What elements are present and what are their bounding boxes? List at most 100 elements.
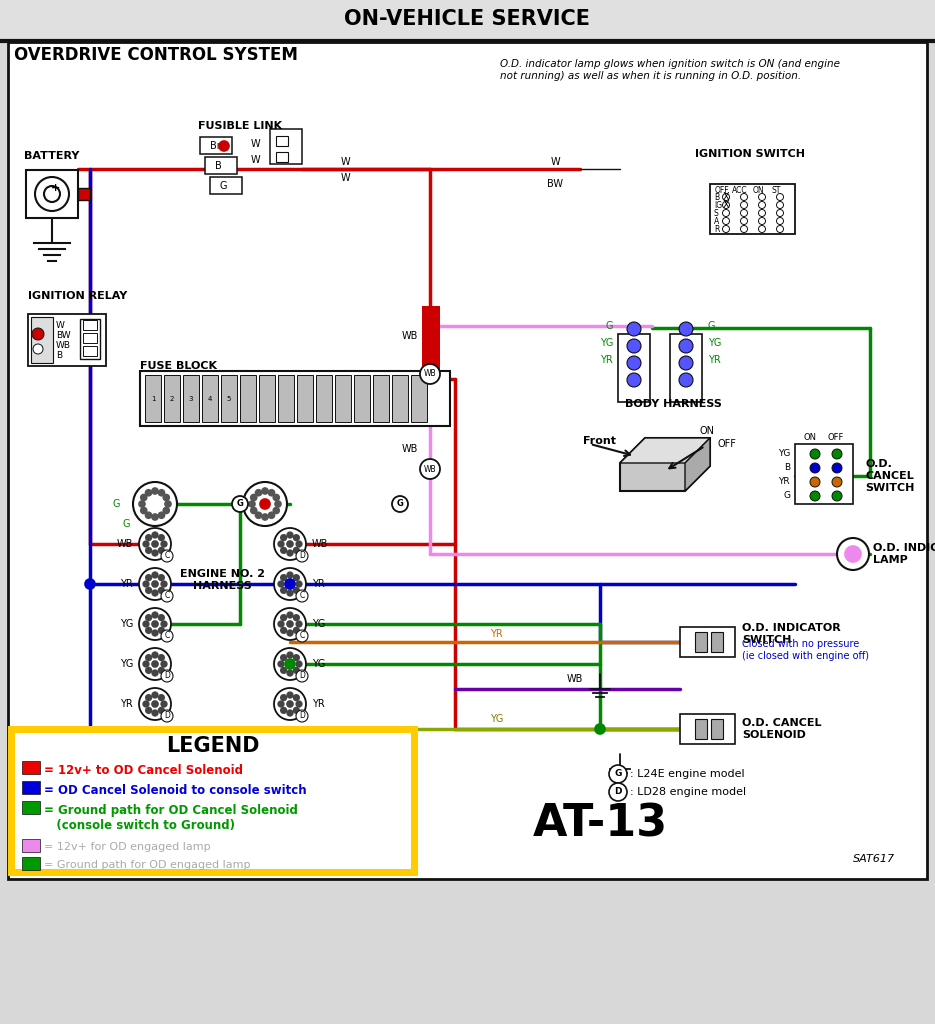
Circle shape <box>280 574 286 581</box>
Circle shape <box>152 581 158 587</box>
Circle shape <box>296 710 308 722</box>
Circle shape <box>296 622 302 627</box>
Circle shape <box>609 783 627 801</box>
Circle shape <box>274 528 306 560</box>
Text: WB: WB <box>424 465 437 473</box>
Circle shape <box>251 508 257 513</box>
Circle shape <box>832 490 842 501</box>
Circle shape <box>287 630 293 636</box>
Text: B: B <box>714 193 719 202</box>
Circle shape <box>723 225 729 232</box>
Circle shape <box>287 612 293 617</box>
Circle shape <box>776 210 784 216</box>
Circle shape <box>679 322 693 336</box>
Circle shape <box>243 482 287 526</box>
Text: FUSIBLE LINK: FUSIBLE LINK <box>198 121 282 131</box>
Circle shape <box>161 670 173 682</box>
Text: W: W <box>340 173 350 183</box>
Circle shape <box>287 581 293 587</box>
Polygon shape <box>685 438 710 490</box>
Circle shape <box>143 701 149 707</box>
Text: S: S <box>714 209 719 217</box>
Circle shape <box>152 550 158 556</box>
Text: Br: Br <box>210 141 221 151</box>
Circle shape <box>219 141 229 151</box>
Circle shape <box>141 508 147 513</box>
Circle shape <box>279 701 284 707</box>
Circle shape <box>280 654 286 660</box>
Bar <box>145 375 161 422</box>
Text: O.D.
CANCEL
SWITCH: O.D. CANCEL SWITCH <box>865 460 914 493</box>
Circle shape <box>273 508 280 513</box>
Circle shape <box>274 608 306 640</box>
Bar <box>670 334 702 402</box>
Circle shape <box>152 630 158 636</box>
Circle shape <box>161 590 173 602</box>
Circle shape <box>152 711 158 716</box>
Circle shape <box>152 612 158 617</box>
Bar <box>680 714 735 744</box>
Circle shape <box>279 622 284 627</box>
Circle shape <box>595 724 605 734</box>
Text: BATTERY: BATTERY <box>24 151 79 161</box>
Circle shape <box>296 542 302 547</box>
Circle shape <box>279 662 284 667</box>
Bar <box>28 314 106 366</box>
Text: D: D <box>299 712 305 721</box>
Circle shape <box>758 194 766 201</box>
Text: FUSE BLOCK: FUSE BLOCK <box>140 361 217 371</box>
Bar <box>710 184 795 234</box>
Circle shape <box>287 550 293 556</box>
Circle shape <box>679 356 693 370</box>
Circle shape <box>262 488 268 494</box>
Circle shape <box>287 621 293 627</box>
Circle shape <box>152 670 158 676</box>
Bar <box>680 627 735 657</box>
Circle shape <box>133 482 177 526</box>
Circle shape <box>627 322 641 336</box>
Circle shape <box>627 373 641 387</box>
Bar <box>276 136 288 146</box>
Bar <box>276 152 288 162</box>
Bar <box>221 375 237 422</box>
Circle shape <box>152 590 158 596</box>
Text: ON: ON <box>700 426 715 436</box>
Text: OVERDRIVE CONTROL SYSTEM: OVERDRIVE CONTROL SYSTEM <box>14 46 298 63</box>
Circle shape <box>627 339 641 353</box>
Circle shape <box>296 630 308 642</box>
Circle shape <box>294 614 299 621</box>
Circle shape <box>741 202 747 209</box>
Text: OFF: OFF <box>714 186 729 195</box>
Text: BW: BW <box>547 179 563 189</box>
Circle shape <box>287 590 293 596</box>
Circle shape <box>723 194 729 201</box>
Bar <box>259 375 275 422</box>
Circle shape <box>249 501 255 507</box>
Circle shape <box>159 614 165 621</box>
Circle shape <box>275 501 281 507</box>
Circle shape <box>294 628 299 633</box>
Circle shape <box>268 512 275 518</box>
Circle shape <box>810 449 820 459</box>
Circle shape <box>810 463 820 473</box>
Circle shape <box>255 512 262 518</box>
Polygon shape <box>620 438 710 490</box>
Text: G: G <box>783 492 790 501</box>
Text: W: W <box>251 155 260 165</box>
Circle shape <box>274 568 306 600</box>
Bar <box>711 719 723 739</box>
Text: O.D. CANCEL
SOLENOID: O.D. CANCEL SOLENOID <box>742 718 822 739</box>
Circle shape <box>274 688 306 720</box>
Circle shape <box>152 621 158 627</box>
Text: 5: 5 <box>227 396 231 402</box>
Circle shape <box>287 701 293 707</box>
Circle shape <box>296 701 302 707</box>
Circle shape <box>146 512 151 518</box>
Bar <box>202 375 218 422</box>
Text: W: W <box>550 157 560 167</box>
Circle shape <box>146 614 151 621</box>
Circle shape <box>159 695 165 700</box>
Circle shape <box>141 495 147 501</box>
Circle shape <box>161 622 166 627</box>
Circle shape <box>723 210 729 216</box>
